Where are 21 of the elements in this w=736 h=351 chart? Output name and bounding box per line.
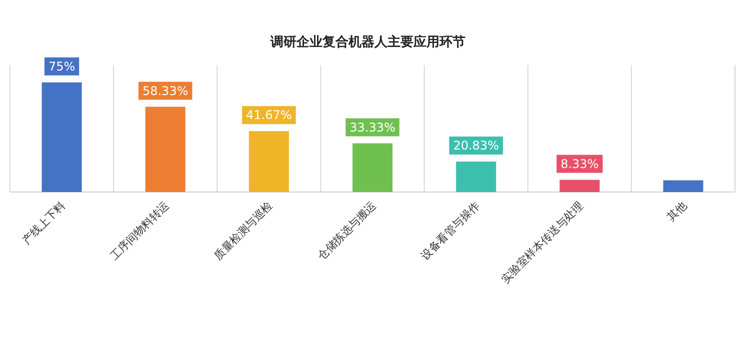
data-label: 33.33% [350,120,396,134]
bar [560,180,600,192]
data-label: 20.83% [453,138,499,153]
x-tick-label: 质量检测与巡检 [211,198,276,263]
bar [663,180,704,192]
bar [248,131,289,192]
data-label: 41.67% [246,108,292,122]
bar [352,143,392,192]
data-label: 58.33% [142,84,188,98]
x-tick-label: 实验室样本传送与处理 [498,198,586,286]
bar [42,82,82,192]
x-tick-label: 设备看管与操作 [418,198,482,263]
x-tick-label: 产线上下料 [20,198,68,248]
bar [456,162,496,192]
bar [145,106,186,192]
x-tick-label: 工序间物料转运 [108,198,172,263]
data-label: 8.33% [560,156,599,171]
chart-title: 调研企业复合机器人主要应用环节 [270,34,466,50]
x-tick-label: 其他 [664,198,690,224]
x-tick-label: 仓储拣选与搬运 [314,198,379,263]
data-label: 75% [48,59,76,74]
